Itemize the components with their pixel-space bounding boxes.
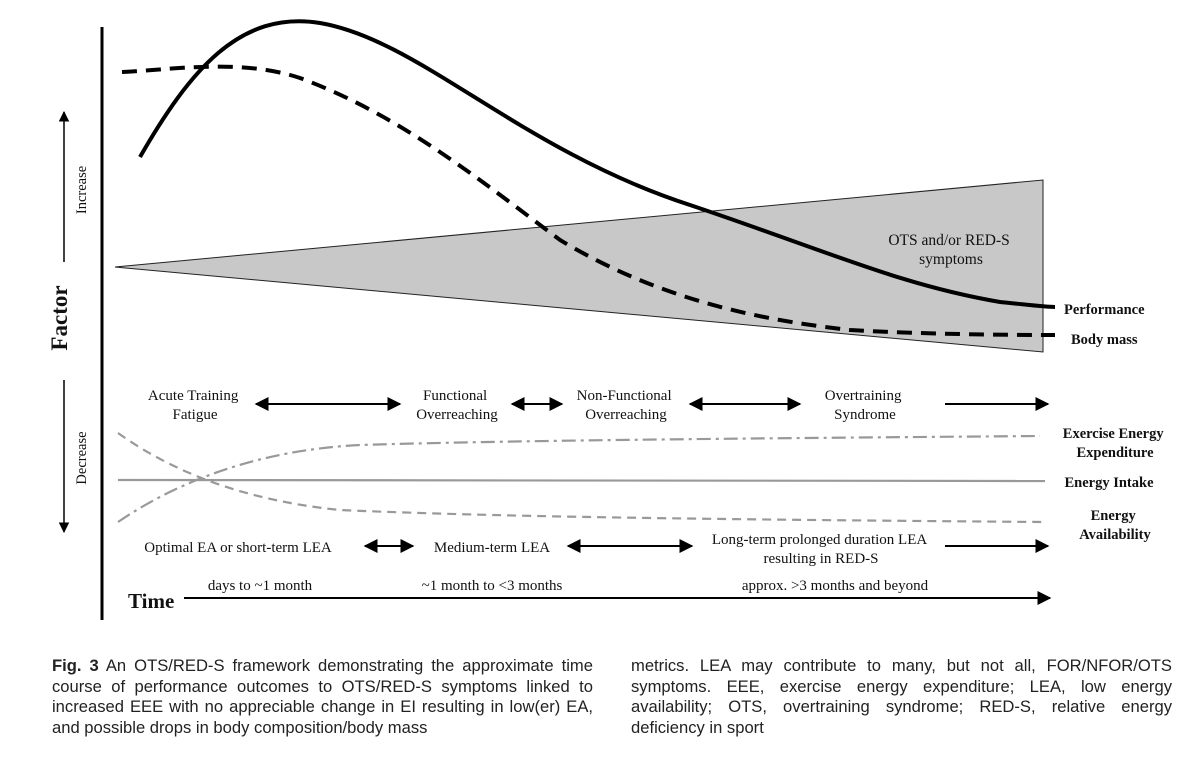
exercise-energy-expenditure-curve <box>117 434 1041 523</box>
energy-intake-label: Energy Intake <box>1064 475 1154 491</box>
caption-column-2: metrics. LEA may contribute to many, but… <box>631 656 1172 738</box>
stage-label-nonfunctional: Non-Functional Overreaching <box>577 388 676 423</box>
body-mass-label: Body mass <box>1071 332 1138 348</box>
figure-caption: Fig. 3 An OTS/RED-S framework demonstrat… <box>52 656 1172 738</box>
eee-label: Exercise Energy Expenditure <box>1063 426 1167 461</box>
caption-text-1: An OTS/RED-S framework demonstrating the… <box>52 656 593 737</box>
caption-text-2: metrics. LEA may contribute to many, but… <box>631 656 1172 737</box>
time-range-1: days to ~1 month <box>208 578 313 594</box>
energy-availability-label: Energy Availability <box>1079 508 1151 543</box>
caption-column-1: Fig. 3 An OTS/RED-S framework demonstrat… <box>52 656 593 738</box>
time-range-2: ~1 month to <3 months <box>422 578 563 594</box>
ea-phase-optimal: Optimal EA or short-term LEA <box>144 540 332 556</box>
energy-availability-curve <box>117 432 1044 524</box>
ots-shaded-region <box>114 179 1044 353</box>
ea-phase-long: Long-term prolonged duration LEA resulti… <box>712 532 930 567</box>
body-mass-curve <box>121 64 1056 337</box>
y-axis-title: Factor <box>47 285 72 350</box>
time-range-3: approx. >3 months and beyond <box>742 578 929 594</box>
energy-intake-line <box>117 478 1046 483</box>
performance-curve <box>138 19 1056 309</box>
framework-diagram: OTS and/or RED-S symptoms Factor Increas… <box>47 19 1167 620</box>
stage-label-acute: Acute Training Fatigue <box>148 388 242 423</box>
stage-label-functional: Functional Overreaching <box>416 388 498 423</box>
performance-label: Performance <box>1064 302 1145 318</box>
y-decrease-label: Decrease <box>74 431 90 484</box>
stage-label-overtraining: Overtraining Syndrome <box>825 388 905 423</box>
ea-phase-medium: Medium-term LEA <box>434 540 550 556</box>
shaded-region-label: OTS and/or RED-S symptoms <box>888 232 1013 268</box>
caption-fig-label: Fig. 3 <box>52 656 99 675</box>
x-axis-title: Time <box>128 589 174 613</box>
y-increase-label: Increase <box>74 166 90 214</box>
